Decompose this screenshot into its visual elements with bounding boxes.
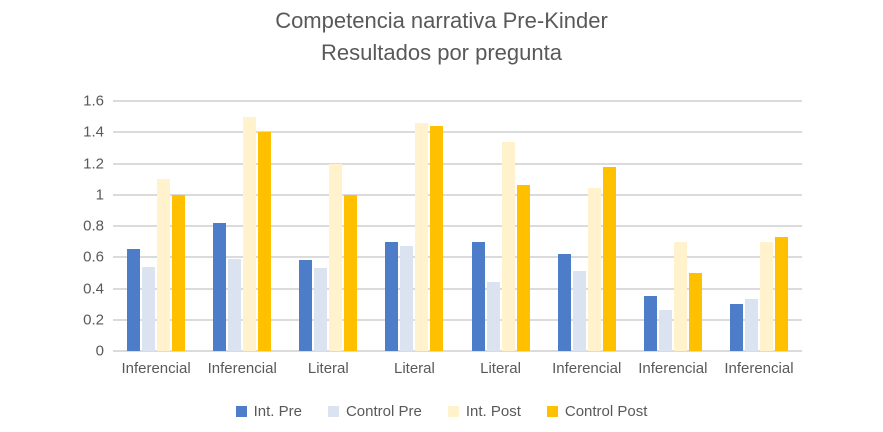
gridline bbox=[113, 162, 802, 165]
plot-area bbox=[113, 100, 802, 352]
legend-swatch-int-pre bbox=[235, 406, 247, 417]
legend-swatch-int-post bbox=[447, 406, 459, 417]
gridline bbox=[113, 318, 802, 321]
bar-series-area bbox=[113, 101, 802, 351]
bar-int-pre bbox=[471, 242, 485, 351]
bar-control-pre bbox=[486, 282, 500, 351]
legend-swatch-control-pre bbox=[327, 406, 339, 417]
x-axis-label: Inferencial bbox=[552, 360, 622, 377]
bar-control-pre bbox=[142, 267, 156, 351]
bar-int-pre bbox=[557, 254, 571, 351]
bar-int-pre bbox=[729, 304, 743, 351]
bar-int-pre bbox=[127, 249, 141, 351]
y-axis-tick-label: 1 bbox=[95, 186, 104, 204]
bar-control-pre bbox=[658, 310, 672, 351]
bar-control-pre bbox=[400, 246, 414, 351]
chart-title: Competencia narrativa Pre-Kinder Resulta… bbox=[0, 5, 883, 69]
legend-label: Control Pre bbox=[345, 403, 422, 420]
legend-label: Int. Post bbox=[465, 403, 521, 420]
bar-int-post bbox=[673, 242, 687, 351]
legend: Int. Pre Control Pre Int. Post Control Post bbox=[0, 403, 883, 420]
y-axis-tick-label: 1.4 bbox=[83, 123, 104, 141]
y-axis-tick-label: 1.6 bbox=[83, 92, 104, 110]
bar-control-post bbox=[688, 273, 702, 351]
y-axis-tick-label: 0.6 bbox=[83, 248, 104, 266]
bar-int-post bbox=[587, 188, 601, 351]
bar-group bbox=[716, 101, 802, 351]
x-axis-label: Literal bbox=[480, 360, 521, 377]
legend-item-int-post: Int. Post bbox=[447, 403, 521, 420]
gridline bbox=[113, 256, 802, 259]
gridline bbox=[113, 131, 802, 134]
x-axis-label: Inferencial bbox=[638, 360, 708, 377]
gridline bbox=[113, 100, 802, 102]
bar-int-pre bbox=[299, 260, 313, 351]
legend-item-control-pre: Control Pre bbox=[327, 403, 422, 420]
x-axis-label: Inferencial bbox=[121, 360, 191, 377]
bar-control-post bbox=[516, 185, 530, 351]
legend-item-control-post: Control Post bbox=[546, 403, 648, 420]
bar-group bbox=[113, 101, 199, 351]
bar-int-pre bbox=[213, 223, 227, 351]
bar-control-pre bbox=[228, 259, 242, 351]
bar-control-post bbox=[172, 195, 186, 351]
bar-int-post bbox=[329, 164, 343, 351]
x-axis-label: Literal bbox=[394, 360, 435, 377]
gridline bbox=[113, 225, 802, 227]
bar-group bbox=[458, 101, 544, 351]
bar-int-post bbox=[501, 142, 515, 351]
bar-control-post bbox=[774, 237, 788, 351]
y-axis-tick-label: 0.2 bbox=[83, 311, 104, 329]
chart-title-line1: Competencia narrativa Pre-Kinder bbox=[275, 8, 608, 33]
y-axis-tick-label: 0 bbox=[95, 342, 104, 360]
bar-control-pre bbox=[572, 271, 586, 351]
bar-control-pre bbox=[314, 268, 328, 351]
bar-group bbox=[285, 101, 371, 351]
x-axis-label: Literal bbox=[307, 360, 349, 377]
bar-group bbox=[544, 101, 630, 351]
bar-group bbox=[630, 101, 716, 351]
y-axis-tick-label: 0.4 bbox=[83, 280, 104, 297]
legend-label: Int. Pre bbox=[253, 403, 302, 420]
legend-label: Control Post bbox=[564, 403, 648, 420]
bar-int-pre bbox=[385, 242, 399, 351]
y-axis-tick-label: 0.8 bbox=[83, 217, 104, 235]
gridline bbox=[113, 287, 802, 290]
x-axis-label: Inferencial bbox=[724, 360, 794, 377]
bar-control-post bbox=[344, 195, 358, 351]
gridline bbox=[113, 350, 802, 352]
x-axis: Inferencial Inferencial Literal Literal Lite… bbox=[113, 360, 802, 377]
x-axis-label: Inferencial bbox=[207, 360, 277, 377]
legend-item-int-pre: Int. Pre bbox=[235, 403, 302, 420]
bar-control-post bbox=[258, 132, 272, 351]
bar-int-post bbox=[157, 179, 171, 351]
bar-control-post bbox=[602, 167, 616, 351]
bar-int-post bbox=[415, 123, 429, 351]
bar-int-post bbox=[759, 242, 773, 351]
bar-int-post bbox=[243, 117, 257, 351]
bar-int-pre bbox=[643, 296, 657, 351]
legend-swatch-control-post bbox=[546, 406, 558, 417]
bar-group bbox=[371, 101, 457, 351]
bar-control-pre bbox=[744, 299, 758, 351]
y-axis-tick-label: 1.2 bbox=[83, 155, 104, 172]
bar-control-post bbox=[430, 126, 444, 351]
bar-group bbox=[199, 101, 285, 351]
chart-title-line2: Resultados por pregunta bbox=[321, 40, 562, 65]
gridline bbox=[113, 193, 802, 196]
